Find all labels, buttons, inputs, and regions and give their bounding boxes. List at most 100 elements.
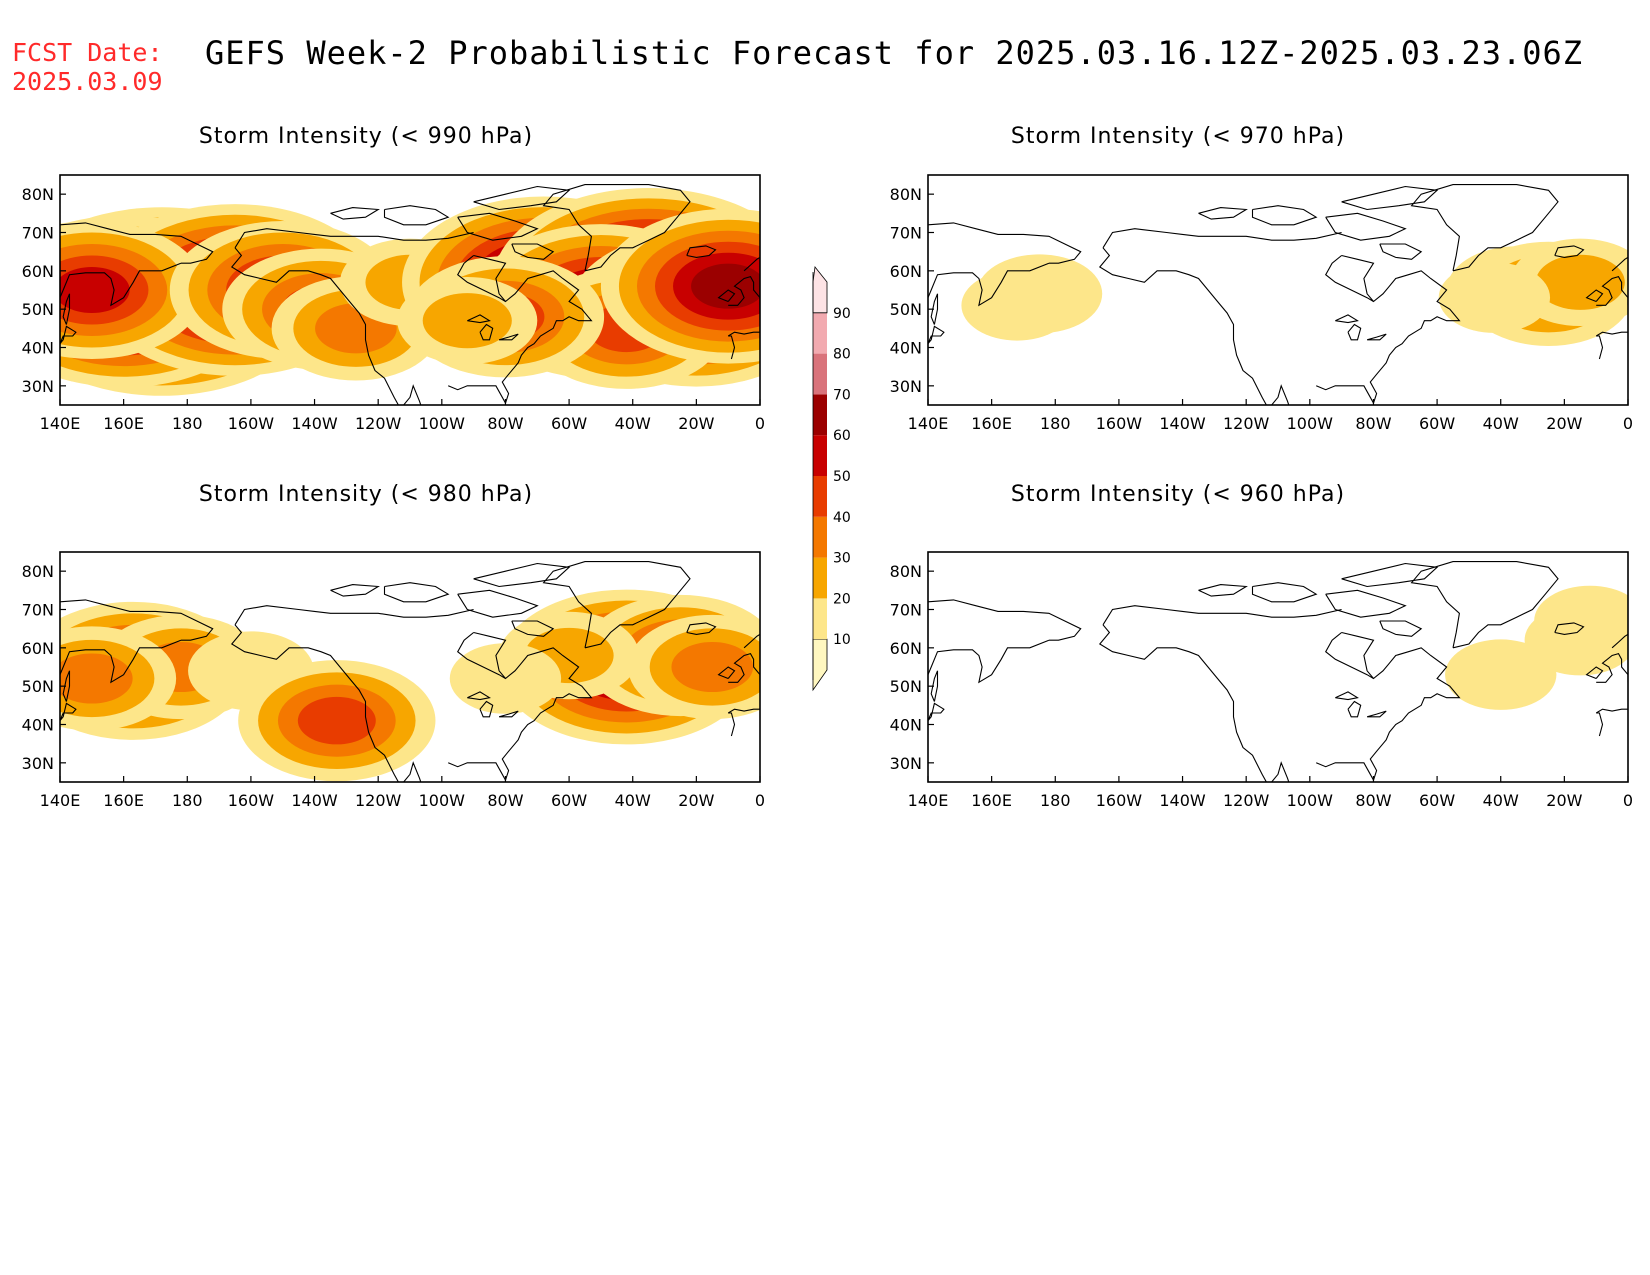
coastline [717,289,736,303]
colorbar: 10 20 30 40 50 60 70 80 90 [812,266,851,692]
x-tick-label: 80W [487,414,523,433]
coastline [479,700,494,718]
coastline [928,262,1050,307]
coastline [234,605,474,626]
coastline [1098,247,1290,405]
map-panel-0: 140E 160E 180 160W 140W 120W 100W 80W 60W 40W 20W 0… [22,174,765,433]
coastline [1366,333,1387,341]
x-tick-label: 20W [1546,414,1582,433]
prob-contour [60,653,133,704]
colorbar-segment [813,353,827,395]
coastline [743,633,760,649]
coastline [457,589,539,618]
x-tick-label: 80W [1355,414,1391,433]
coastline [1098,624,1290,782]
y-tick-label: 60N [22,262,54,281]
coastline [928,702,945,722]
map-panel-2: 140E 160E 180 160W 140W 120W 100W 80W 60W 40W 20W 0… [22,551,765,810]
coastline [686,622,717,635]
prob-area [1445,639,1557,710]
coastline [60,702,77,722]
coastline [1347,323,1362,341]
coastline [473,185,571,211]
coastline [1379,243,1423,260]
coastline [728,652,760,683]
map-frame [59,174,761,406]
x-tick-label: 0 [1623,791,1633,810]
map-frame [927,174,1629,406]
coastline [1366,710,1387,718]
coastline [60,325,77,345]
y-tick-label: 30N [890,377,922,396]
panel-title-970: Storm Intensity (< 970 hPa) [1010,124,1346,149]
y-tick-label: 30N [22,377,54,396]
page-title: GEFS Week-2 Probabilistic Forecast for 2… [205,34,1584,72]
x-tick-label: 180 [1040,791,1071,810]
x-tick-label: 100W [1287,791,1334,810]
x-tick-label: 20W [678,791,714,810]
coastline [727,708,760,714]
colorbar-segment [812,266,828,314]
colorbar-segment [813,516,827,558]
coastline [456,255,506,302]
coastline [1324,632,1374,679]
coastline [60,599,214,641]
coastline [1325,589,1407,618]
x-tick-label: 160W [228,414,275,433]
coastline [447,631,593,782]
colorbar-label: 70 [833,387,851,403]
coastline [1554,622,1585,635]
x-tick-label: 120W [1223,414,1270,433]
panel-title-960: Storm Intensity (< 960 hPa) [1010,482,1346,507]
coastline [1410,184,1559,272]
colorbar-segment [812,638,828,692]
map-panel-1: 140E 160E 180 160W 140W 120W 100W 80W 60W 40W 20W 0… [890,174,1633,433]
prob-contour [297,696,376,745]
y-tick-label: 60N [890,262,922,281]
coastline [1335,314,1359,324]
prob-area [397,276,538,365]
x-tick-label: 60W [1419,791,1455,810]
coastline [383,205,450,226]
coastline [60,639,182,684]
coastline [1102,228,1342,249]
colorbar-segment [813,476,827,517]
panel-title-990: Storm Intensity (< 990 hPa) [198,124,534,149]
x-tick-label: 140W [1159,791,1206,810]
x-tick-label: 100W [1287,414,1334,433]
coastline [330,207,380,220]
fcst-date-value: 2025.03.09 [12,67,163,96]
colorbar-label: 90 [833,306,851,322]
coastline [727,331,760,337]
y-tick-label: 50N [22,300,54,319]
y-tick-label: 70N [22,224,54,243]
coastline [930,293,939,325]
colorbar-label: 50 [833,469,851,485]
coastline [928,639,1050,684]
coastline [928,325,945,345]
coastline [498,333,519,341]
y-tick-label: 50N [890,300,922,319]
coastline [1315,631,1461,782]
y-tick-label: 40N [890,339,922,358]
colorbar-label: 30 [833,551,851,567]
map-frame [927,551,1629,783]
coastline [928,222,1082,264]
coastline [473,562,571,588]
y-tick-label: 60N [22,639,54,658]
prob-contour [1438,262,1551,333]
x-tick-label: 40W [615,791,651,810]
x-tick-label: 120W [1223,791,1270,810]
coastline [542,561,691,649]
coastline [542,184,691,272]
prob-area [1524,604,1628,676]
x-tick-label: 140W [1159,414,1206,433]
prob-area [627,614,760,720]
coastline [1596,335,1604,360]
prob-contour [1445,639,1557,710]
x-tick-label: 160W [1096,414,1143,433]
x-tick-label: 160E [103,414,144,433]
x-tick-label: 160E [103,791,144,810]
coastline [1341,185,1439,211]
